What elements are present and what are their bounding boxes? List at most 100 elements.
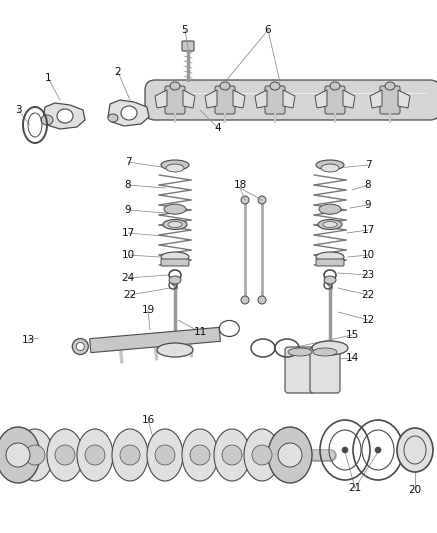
Ellipse shape bbox=[321, 164, 339, 172]
Ellipse shape bbox=[163, 220, 187, 230]
Text: 24: 24 bbox=[121, 273, 135, 283]
Text: 9: 9 bbox=[365, 200, 371, 210]
FancyBboxPatch shape bbox=[182, 41, 194, 51]
FancyBboxPatch shape bbox=[285, 347, 315, 393]
Polygon shape bbox=[370, 90, 382, 108]
Ellipse shape bbox=[278, 443, 302, 467]
Ellipse shape bbox=[25, 445, 45, 465]
FancyBboxPatch shape bbox=[145, 80, 437, 120]
FancyBboxPatch shape bbox=[215, 86, 235, 114]
Polygon shape bbox=[155, 90, 167, 108]
FancyBboxPatch shape bbox=[310, 347, 340, 393]
Text: 21: 21 bbox=[348, 483, 362, 493]
Ellipse shape bbox=[312, 341, 348, 355]
Text: 22: 22 bbox=[361, 290, 375, 300]
Ellipse shape bbox=[169, 276, 181, 284]
Ellipse shape bbox=[270, 82, 280, 90]
Ellipse shape bbox=[342, 447, 348, 453]
Polygon shape bbox=[283, 90, 295, 108]
Text: 17: 17 bbox=[361, 225, 375, 235]
Text: 14: 14 bbox=[345, 353, 359, 363]
Ellipse shape bbox=[41, 115, 53, 125]
Text: 23: 23 bbox=[361, 270, 375, 280]
Ellipse shape bbox=[397, 428, 433, 472]
Ellipse shape bbox=[214, 429, 250, 481]
Ellipse shape bbox=[120, 445, 140, 465]
Ellipse shape bbox=[164, 204, 186, 214]
Ellipse shape bbox=[316, 252, 344, 262]
Text: 11: 11 bbox=[194, 327, 207, 337]
Ellipse shape bbox=[258, 196, 266, 204]
Ellipse shape bbox=[155, 445, 175, 465]
Ellipse shape bbox=[375, 447, 381, 453]
Text: 20: 20 bbox=[409, 485, 422, 495]
Text: 15: 15 bbox=[345, 330, 359, 340]
Ellipse shape bbox=[241, 196, 249, 204]
Ellipse shape bbox=[161, 160, 189, 170]
Text: 5: 5 bbox=[182, 25, 188, 35]
Text: 8: 8 bbox=[365, 180, 371, 190]
Text: 10: 10 bbox=[361, 250, 375, 260]
Polygon shape bbox=[90, 327, 220, 353]
Polygon shape bbox=[343, 90, 355, 108]
Polygon shape bbox=[233, 90, 245, 108]
Ellipse shape bbox=[55, 445, 75, 465]
FancyBboxPatch shape bbox=[380, 86, 400, 114]
Text: 12: 12 bbox=[361, 315, 375, 325]
Text: 19: 19 bbox=[142, 305, 155, 315]
Text: 6: 6 bbox=[265, 25, 271, 35]
Polygon shape bbox=[255, 90, 267, 108]
Ellipse shape bbox=[85, 445, 105, 465]
Ellipse shape bbox=[268, 427, 312, 483]
Polygon shape bbox=[315, 90, 327, 108]
Polygon shape bbox=[398, 90, 410, 108]
Ellipse shape bbox=[121, 106, 137, 120]
Polygon shape bbox=[205, 90, 217, 108]
Ellipse shape bbox=[112, 429, 148, 481]
Text: 7: 7 bbox=[365, 160, 371, 170]
Text: 1: 1 bbox=[45, 73, 51, 83]
Ellipse shape bbox=[324, 276, 336, 284]
Ellipse shape bbox=[288, 348, 312, 356]
Ellipse shape bbox=[182, 429, 218, 481]
Ellipse shape bbox=[258, 296, 266, 304]
Ellipse shape bbox=[0, 427, 40, 483]
FancyBboxPatch shape bbox=[316, 259, 344, 266]
Text: 22: 22 bbox=[123, 290, 137, 300]
FancyBboxPatch shape bbox=[161, 259, 189, 266]
Text: 13: 13 bbox=[21, 335, 35, 345]
Ellipse shape bbox=[17, 429, 53, 481]
Text: 7: 7 bbox=[125, 157, 131, 167]
Ellipse shape bbox=[252, 445, 272, 465]
Ellipse shape bbox=[166, 164, 184, 172]
Polygon shape bbox=[43, 103, 85, 129]
Ellipse shape bbox=[318, 220, 342, 230]
Text: 2: 2 bbox=[114, 67, 121, 77]
Ellipse shape bbox=[170, 82, 180, 90]
Ellipse shape bbox=[6, 443, 30, 467]
Ellipse shape bbox=[316, 160, 344, 170]
Text: 9: 9 bbox=[125, 205, 131, 215]
Polygon shape bbox=[183, 90, 195, 108]
Ellipse shape bbox=[323, 222, 337, 228]
Ellipse shape bbox=[161, 252, 189, 262]
Ellipse shape bbox=[319, 204, 341, 214]
Ellipse shape bbox=[108, 114, 118, 122]
Ellipse shape bbox=[313, 348, 337, 356]
Ellipse shape bbox=[190, 445, 210, 465]
Ellipse shape bbox=[244, 429, 280, 481]
Polygon shape bbox=[108, 100, 149, 126]
Text: 16: 16 bbox=[142, 415, 155, 425]
Ellipse shape bbox=[47, 429, 83, 481]
FancyBboxPatch shape bbox=[325, 86, 345, 114]
Ellipse shape bbox=[385, 82, 395, 90]
Ellipse shape bbox=[330, 82, 340, 90]
Ellipse shape bbox=[157, 343, 193, 357]
Ellipse shape bbox=[220, 82, 230, 90]
Text: 3: 3 bbox=[15, 105, 21, 115]
Text: 8: 8 bbox=[125, 180, 131, 190]
Ellipse shape bbox=[77, 429, 113, 481]
Ellipse shape bbox=[72, 338, 88, 354]
FancyBboxPatch shape bbox=[165, 86, 185, 114]
Ellipse shape bbox=[76, 343, 84, 351]
